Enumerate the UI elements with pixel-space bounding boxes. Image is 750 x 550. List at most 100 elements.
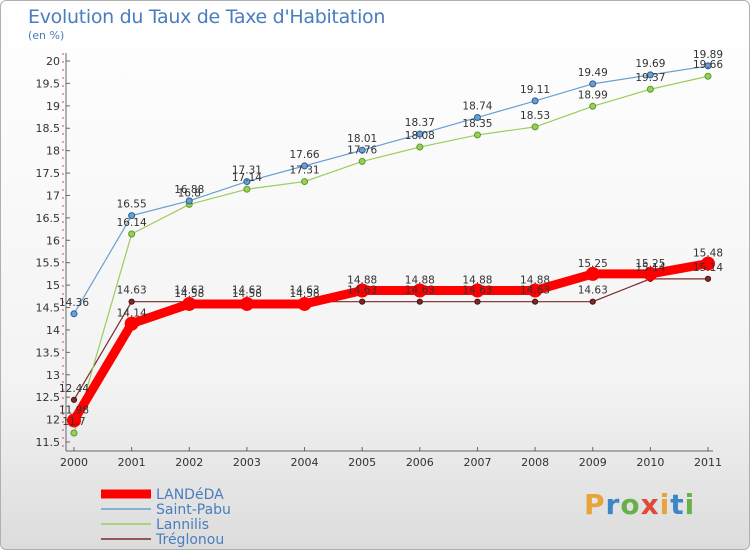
data-point (70, 429, 78, 437)
data-point (416, 298, 423, 305)
data-label: 18.99 (578, 89, 608, 101)
data-point (473, 113, 481, 121)
series-LANDéDA (67, 256, 715, 428)
data-point (301, 178, 309, 186)
data-label: 18.74 (462, 100, 492, 112)
x-tick-label: 2009 (579, 456, 607, 469)
data-label: 14.63 (462, 285, 492, 297)
data-point (185, 197, 193, 205)
data-point (358, 157, 366, 165)
series-Tréglonou (70, 275, 712, 403)
data-point (704, 62, 712, 70)
data-point (585, 266, 600, 281)
data-label: 14.63 (578, 285, 608, 297)
y-tick-label: 18.5 (36, 122, 61, 135)
logo-letter: x (640, 488, 660, 521)
data-point (70, 310, 78, 318)
data-label: 14.88 (347, 274, 377, 286)
data-point (589, 298, 596, 305)
data-point (358, 146, 366, 154)
data-label: 15.25 (578, 258, 608, 270)
series-line (73, 278, 709, 401)
y-tick-label: 15 (46, 279, 60, 292)
y-tick-label: 13.5 (36, 346, 61, 359)
data-label: 14.63 (290, 285, 320, 297)
series-Saint-Pabu (70, 62, 712, 318)
data-label: 11.7 (62, 416, 85, 428)
y-tick-label: 12 (46, 414, 60, 427)
y-tick-label: 18 (46, 145, 60, 158)
data-point (474, 298, 481, 305)
legend-label: LANDéDA (156, 487, 224, 503)
x-tick-label: 2011 (694, 456, 722, 469)
y-tick-label: 19 (46, 100, 60, 113)
logo-letter: P (584, 488, 606, 521)
x-tick-label: 2006 (406, 456, 434, 469)
data-point (704, 275, 712, 282)
x-tick-label: 2005 (348, 456, 376, 469)
logo-letter: o (620, 488, 641, 521)
series-line (73, 75, 709, 434)
data-label: 15.14 (635, 262, 665, 274)
proxiti-logo: Proxiti (584, 488, 695, 521)
data-point (646, 71, 654, 79)
data-label: 14.63 (232, 285, 262, 297)
data-point (531, 298, 539, 305)
data-point (239, 296, 254, 311)
x-tick-label: 2003 (233, 456, 261, 469)
data-label: 14.63 (347, 285, 377, 297)
data-point (301, 162, 309, 170)
data-point (473, 131, 481, 139)
data-label: 14.88 (520, 274, 550, 286)
series-line (69, 259, 713, 425)
x-tick-label: 2000 (60, 456, 88, 469)
data-label: 17.76 (347, 144, 377, 156)
data-label: 19.69 (635, 58, 665, 70)
x-tick-label: 2008 (521, 456, 549, 469)
data-label: 18.35 (462, 118, 492, 130)
data-point (182, 296, 197, 311)
data-label: 19.37 (635, 72, 665, 84)
data-point (416, 143, 424, 151)
series-line (73, 65, 709, 315)
y-tick-label: 16.5 (36, 212, 61, 225)
x-tick-label: 2007 (463, 456, 491, 469)
data-label: 19.11 (520, 84, 550, 96)
logo-letter: r (605, 488, 621, 521)
logo-letter: t (670, 488, 685, 521)
data-point (704, 72, 712, 80)
data-label: 15.14 (693, 262, 723, 274)
x-tick-label: 2002 (175, 456, 203, 469)
data-label: 12.44 (59, 383, 89, 395)
data-label: 17.31 (290, 165, 320, 177)
x-tick-label: 2004 (291, 456, 319, 469)
data-point (701, 256, 715, 271)
x-tick-label: 2001 (118, 456, 146, 469)
data-label: 17.31 (232, 165, 262, 177)
series-Lannilis (70, 72, 712, 437)
data-label: 14.63 (520, 285, 550, 297)
data-label: 16.14 (117, 217, 147, 229)
y-tick-label: 12.5 (36, 391, 61, 404)
data-label: 14.63 (174, 285, 204, 297)
data-point (528, 283, 543, 298)
data-label: 14.36 (59, 297, 89, 309)
data-label: 16.55 (117, 199, 147, 211)
data-label: 18.08 (405, 130, 435, 142)
data-point (243, 185, 251, 193)
y-tick-label: 14 (46, 324, 60, 337)
y-tick-label: 19.5 (36, 77, 61, 90)
data-point (243, 178, 251, 186)
data-label: 14.88 (405, 274, 435, 286)
data-point (416, 130, 424, 138)
y-tick-label: 14.5 (36, 302, 61, 315)
y-tick-label: 20 (46, 55, 60, 68)
logo-letter: i (659, 488, 671, 521)
legend-label: Lannilis (156, 517, 209, 533)
data-label: 14.88 (462, 274, 492, 286)
data-label: 18.01 (347, 133, 377, 145)
data-label: 18.37 (405, 117, 435, 129)
